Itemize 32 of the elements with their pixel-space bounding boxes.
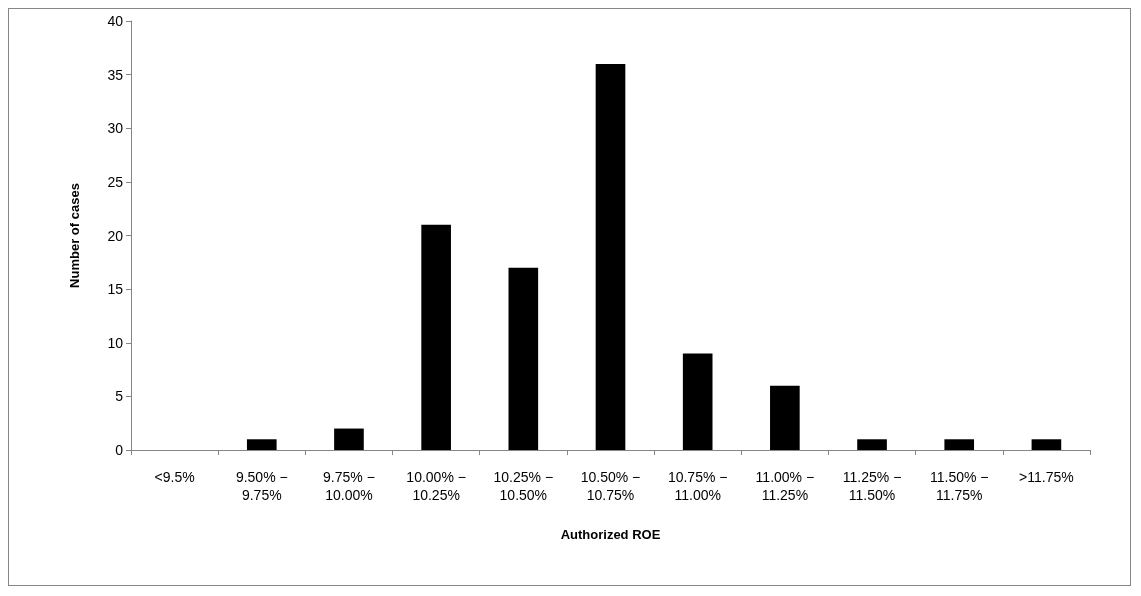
y-tick-label: 10 (107, 334, 124, 351)
x-tick-label: >11.75% (1019, 469, 1074, 485)
y-tick-label: 5 (115, 388, 124, 405)
x-tick-label: <9.5% (154, 469, 195, 485)
bar (944, 439, 975, 450)
x-tick-label: 11.00% − 11.25% (755, 469, 815, 503)
bar (595, 63, 626, 450)
bar (682, 353, 713, 450)
x-tick-label: 10.50% − 10.75% (580, 469, 641, 503)
bar (770, 385, 800, 450)
bar (508, 267, 539, 450)
x-tick-label: 10.75% − 11.00% (667, 469, 728, 503)
y-tick-label: 35 (107, 66, 124, 83)
x-tick-label: 10.00% − 10.25% (406, 469, 466, 503)
x-tick-label: 11.25% − 11.50% (842, 469, 902, 503)
x-tick-label: 11.50% − 11.75% (929, 469, 989, 503)
x-axis-title: Authorized ROE (560, 527, 661, 542)
y-tick-label: 15 (107, 281, 124, 298)
y-tick-label: 0 (115, 442, 124, 458)
y-axis-title: Number of cases (67, 183, 82, 288)
x-tick-label: 9.75% − 10.00% (323, 469, 375, 503)
y-tick-label: 20 (107, 227, 124, 244)
y-tick-label: 30 (107, 120, 124, 137)
x-tick-label: 9.50% − 9.75% (235, 469, 288, 503)
bar (246, 439, 277, 450)
x-tick-label: 10.25% − 10.50% (493, 469, 554, 503)
bar (421, 224, 451, 450)
bar (857, 439, 887, 450)
y-tick-label: 25 (107, 173, 124, 190)
bar (1031, 439, 1062, 450)
y-tick-label: 40 (107, 13, 124, 29)
bar (334, 428, 364, 450)
